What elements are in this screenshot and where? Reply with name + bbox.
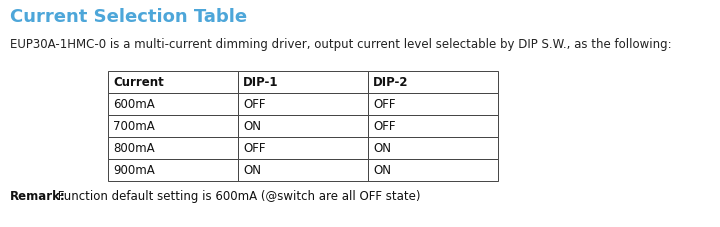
Bar [238,94,368,116]
Text: DIP-1: DIP-1 [243,76,279,89]
Text: ON: ON [243,164,261,177]
Text: OFF: OFF [243,142,266,155]
Bar [108,159,238,181]
Bar [238,72,368,94]
Text: Current: Current [113,76,163,89]
Bar [238,116,368,137]
Bar [368,94,498,116]
Text: Remark:: Remark: [10,189,66,202]
Text: ON: ON [373,142,391,155]
Text: OFF: OFF [373,98,395,111]
Text: OFF: OFF [243,98,266,111]
Text: Current Selection Table: Current Selection Table [10,8,247,26]
Text: 800mA: 800mA [113,142,155,155]
Text: DIP-2: DIP-2 [373,76,408,89]
Bar [108,116,238,137]
Text: OFF: OFF [373,120,395,133]
Text: ON: ON [243,120,261,133]
Text: 700mA: 700mA [113,120,155,133]
Text: Function default setting is 600mA (@switch are all OFF state): Function default setting is 600mA (@swit… [54,189,420,202]
Bar [238,137,368,159]
Bar [108,72,238,94]
Bar [238,159,368,181]
Bar [368,116,498,137]
Text: 900mA: 900mA [113,164,155,177]
Bar [368,137,498,159]
Bar [368,72,498,94]
Text: EUP30A-1HMC-0 is a multi-current dimming driver, output current level selectable: EUP30A-1HMC-0 is a multi-current dimming… [10,38,672,51]
Text: 600mA: 600mA [113,98,155,111]
Bar [108,137,238,159]
Bar [108,94,238,116]
Text: ON: ON [373,164,391,177]
Bar [368,159,498,181]
